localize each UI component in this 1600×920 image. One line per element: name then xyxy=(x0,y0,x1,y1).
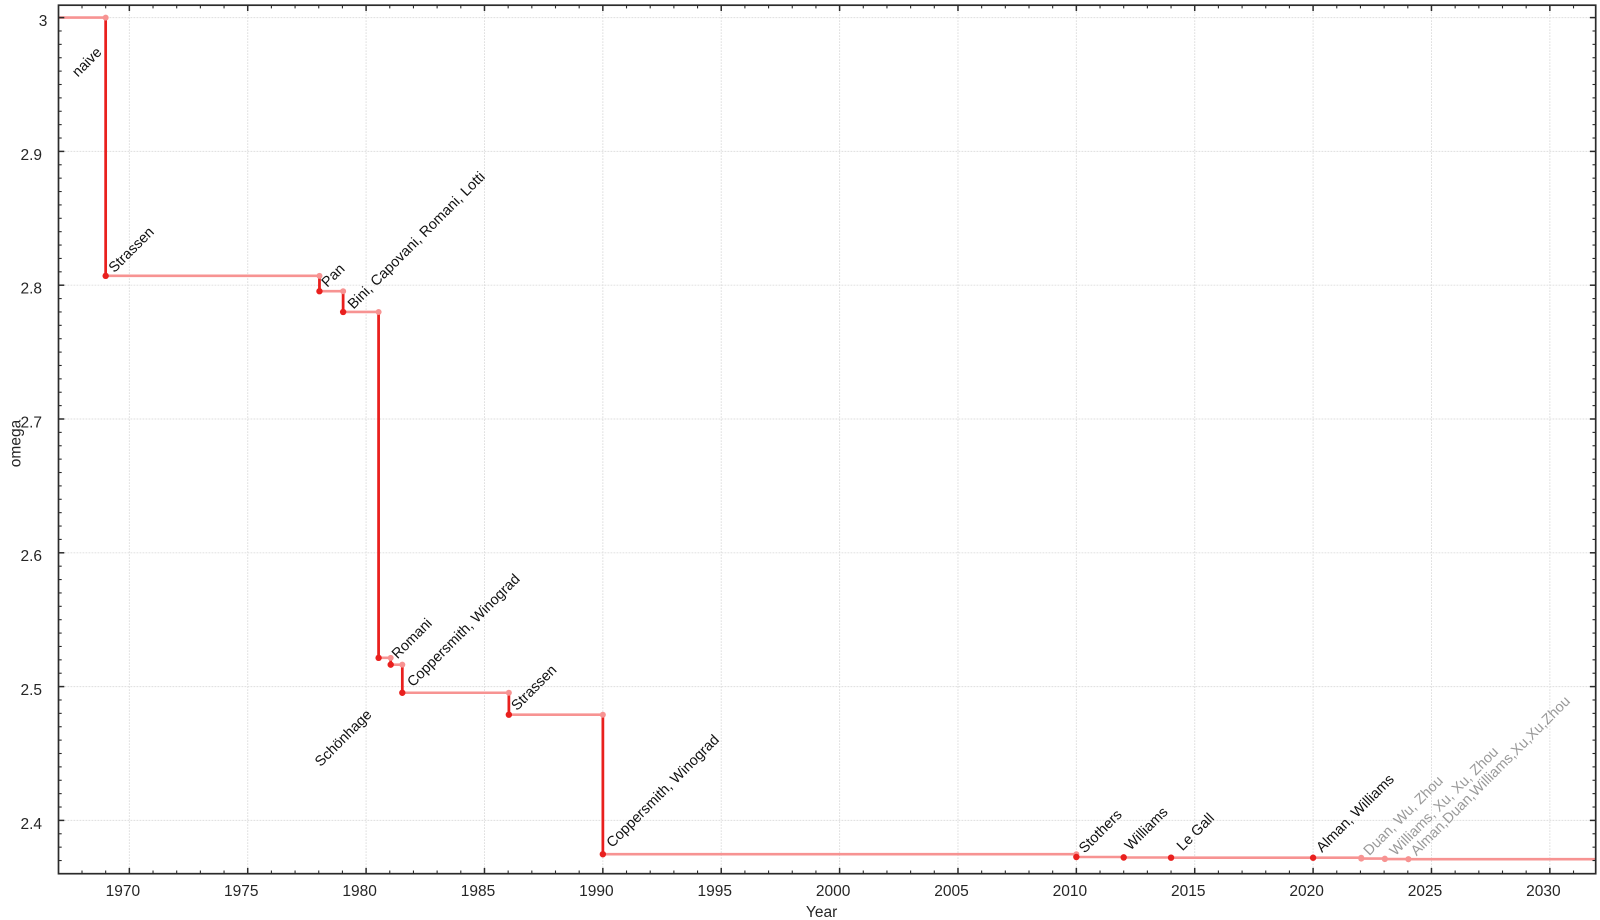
svg-text:2.8: 2.8 xyxy=(21,281,43,298)
svg-text:2.4: 2.4 xyxy=(21,816,43,833)
svg-text:2030: 2030 xyxy=(1526,883,1561,900)
svg-text:2005: 2005 xyxy=(934,883,968,900)
svg-text:1970: 1970 xyxy=(106,883,141,900)
svg-text:2.7: 2.7 xyxy=(21,414,43,431)
svg-text:Year: Year xyxy=(806,904,837,920)
svg-text:2010: 2010 xyxy=(1053,883,1088,900)
svg-text:2025: 2025 xyxy=(1408,883,1442,900)
svg-text:1975: 1975 xyxy=(224,883,258,900)
svg-text:2015: 2015 xyxy=(1171,883,1205,900)
svg-text:3: 3 xyxy=(39,13,48,30)
svg-text:1980: 1980 xyxy=(342,883,377,900)
svg-text:2.5: 2.5 xyxy=(21,682,43,699)
svg-text:2.9: 2.9 xyxy=(21,147,43,164)
svg-text:1985: 1985 xyxy=(461,883,495,900)
svg-text:1990: 1990 xyxy=(579,883,614,900)
svg-text:2.6: 2.6 xyxy=(21,548,43,565)
svg-text:2000: 2000 xyxy=(816,883,851,900)
svg-text:omega: omega xyxy=(7,419,24,467)
svg-text:2020: 2020 xyxy=(1289,883,1324,900)
svg-text:1995: 1995 xyxy=(697,883,731,900)
